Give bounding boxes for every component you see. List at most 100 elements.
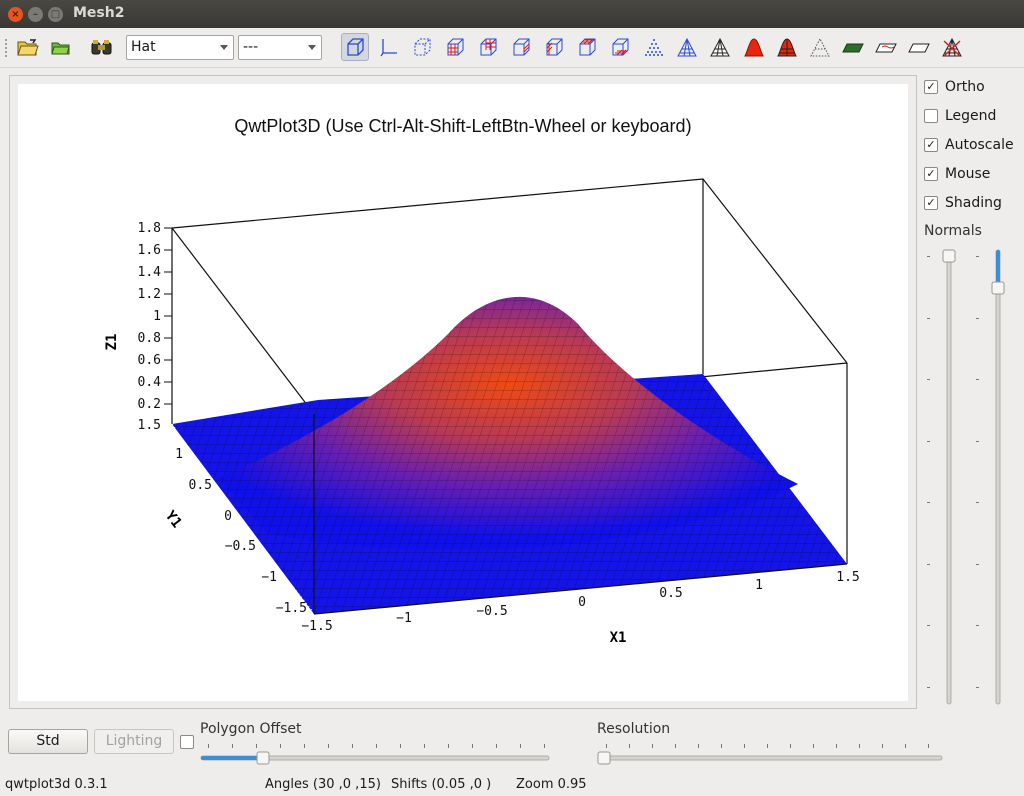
no-axes-button[interactable] bbox=[408, 33, 436, 61]
grid-ceil-icon bbox=[579, 38, 596, 56]
status-version: qwtplot3d 0.3.1 bbox=[5, 777, 108, 792]
z-axis-label: Z1 bbox=[104, 334, 120, 351]
y-axis-ticks: −1.5 −1 −0.5 0 0.5 1 bbox=[175, 447, 307, 616]
coordinate-combo[interactable]: --- bbox=[238, 35, 322, 60]
box-icon bbox=[347, 38, 364, 56]
y-tick-label: −1 bbox=[261, 570, 277, 585]
plot-title: QwtPlot3D (Use Ctrl-Alt-Shift-LeftBtn-Wh… bbox=[234, 116, 691, 136]
grid-back-button[interactable] bbox=[474, 33, 502, 61]
z-tick-label: 1.6 bbox=[138, 243, 161, 258]
normals-label: Normals bbox=[924, 223, 982, 239]
open-mesh-button[interactable] bbox=[47, 33, 75, 61]
z-tick-label: 1.4 bbox=[138, 265, 162, 280]
title-bar: × – □ Mesh2 bbox=[0, 0, 1024, 28]
normals-quality-handle bbox=[991, 281, 1005, 295]
normals-sliders[interactable] bbox=[922, 242, 1022, 712]
front-frame bbox=[313, 414, 848, 615]
x-tick-label: −1.5 bbox=[301, 619, 332, 634]
status-shifts: Shifts (0.05 ,0 ) bbox=[391, 777, 492, 792]
chevron-down-icon bbox=[220, 45, 228, 50]
hat-surface bbox=[171, 296, 847, 615]
window-minimize-button[interactable]: – bbox=[28, 7, 43, 22]
window-close-button[interactable]: × bbox=[8, 7, 23, 22]
x-tick-label: 1.5 bbox=[836, 570, 859, 585]
z-tick-label: 0.2 bbox=[138, 397, 161, 412]
normals-length-slider[interactable] bbox=[942, 249, 956, 705]
hidden-line-button[interactable] bbox=[706, 33, 734, 61]
floor-empty-button[interactable] bbox=[905, 33, 933, 61]
frame-axes-button[interactable] bbox=[375, 33, 403, 61]
normals-quality-slider[interactable] bbox=[991, 249, 1005, 705]
grid-right-icon bbox=[513, 38, 530, 56]
resolution-label: Resolution bbox=[597, 721, 671, 737]
grid-floor-icon bbox=[612, 38, 629, 56]
legend-checkbox[interactable]: Legend bbox=[924, 106, 996, 126]
autoscale-checkbox[interactable]: ✓ Autoscale bbox=[924, 135, 1014, 155]
y-tick-label: 1 bbox=[175, 447, 183, 462]
dump-image-button[interactable] bbox=[88, 33, 116, 61]
normals-length-handle bbox=[942, 249, 956, 263]
x-tick-label: −0.5 bbox=[476, 604, 507, 619]
shading-check-box[interactable]: ✓ bbox=[924, 196, 938, 210]
normals-length-ticks bbox=[927, 256, 979, 688]
window-maximize-button[interactable]: □ bbox=[48, 7, 63, 22]
grid-right-button[interactable] bbox=[507, 33, 535, 61]
ortho-checkbox[interactable]: ✓ Ortho bbox=[924, 77, 985, 97]
wireframe-button[interactable] bbox=[673, 33, 701, 61]
x-axis-ticks: −1.5 −1 −0.5 0 0.5 1 1.5 bbox=[301, 570, 859, 634]
grid-floor-button[interactable] bbox=[606, 33, 634, 61]
x-tick-label: −1 bbox=[396, 611, 412, 626]
floor-isolines-button[interactable] bbox=[872, 33, 900, 61]
polygon-offset-checkbox[interactable] bbox=[180, 735, 194, 749]
std-button[interactable]: Std bbox=[8, 729, 88, 754]
polygon-offset-label: Polygon Offset bbox=[200, 721, 302, 737]
open-file-button[interactable] bbox=[14, 33, 42, 61]
wireframe-icon bbox=[677, 37, 697, 57]
z-tick-label: 1.8 bbox=[138, 221, 161, 236]
binoculars-icon bbox=[91, 40, 112, 55]
z-tick-label: 0.4 bbox=[138, 375, 162, 390]
mouse-checkbox[interactable]: ✓ Mouse bbox=[924, 164, 990, 184]
filled-mesh-button[interactable] bbox=[773, 33, 801, 61]
x-axis-label: X1 bbox=[610, 630, 627, 646]
z-tick-label: 1.2 bbox=[138, 287, 161, 302]
normals-button[interactable] bbox=[938, 33, 966, 61]
floor-isolines-icon bbox=[875, 43, 897, 53]
toolbar: Hat --- bbox=[0, 28, 1024, 68]
autoscale-label: Autoscale bbox=[945, 137, 1014, 153]
points-style-button[interactable] bbox=[640, 33, 668, 61]
status-bar: qwtplot3d 0.3.1 Angles (30 ,0 ,15) Shift… bbox=[0, 775, 1024, 796]
ortho-check-box[interactable]: ✓ bbox=[924, 80, 938, 94]
box-frame-button[interactable] bbox=[341, 33, 369, 61]
floor-data-button[interactable] bbox=[839, 33, 867, 61]
toolbar-grip[interactable] bbox=[4, 38, 8, 58]
z-tick-label: 1 bbox=[153, 309, 161, 324]
bottom-panel: Std Lighting Polygon Offset Resolution bbox=[0, 712, 1024, 796]
polygon-offset-slider[interactable] bbox=[196, 742, 556, 772]
x-tick-label: 0 bbox=[578, 595, 586, 610]
autoscale-check-box[interactable]: ✓ bbox=[924, 138, 938, 152]
lighting-button[interactable]: Lighting bbox=[94, 729, 174, 754]
surface-plot[interactable]: QwtPlot3D (Use Ctrl-Alt-Shift-LeftBtn-Wh… bbox=[18, 84, 908, 701]
grid-front-button[interactable] bbox=[441, 33, 469, 61]
coordinate-combo-value: --- bbox=[243, 39, 259, 55]
floor-data-icon bbox=[842, 43, 864, 53]
y-tick-label: −0.5 bbox=[225, 539, 256, 554]
y-tick-label: −1.5 bbox=[276, 601, 307, 616]
legend-check-box[interactable] bbox=[924, 109, 938, 123]
z-axis-ticks: 0.2 0.4 0.6 0.8 1 1.2 1.4 1.6 1.8 1.5 bbox=[138, 221, 172, 433]
mouse-check-box[interactable]: ✓ bbox=[924, 167, 938, 181]
grid-left-button[interactable] bbox=[540, 33, 568, 61]
polygon-offset-handle bbox=[256, 751, 270, 765]
resolution-slider[interactable] bbox=[596, 742, 948, 772]
plot-canvas[interactable]: QwtPlot3D (Use Ctrl-Alt-Shift-LeftBtn-Wh… bbox=[18, 84, 908, 701]
shading-checkbox[interactable]: ✓ Shading bbox=[924, 193, 1002, 213]
resolution-handle bbox=[597, 751, 611, 765]
normals-icon bbox=[942, 37, 962, 57]
ortho-label: Ortho bbox=[945, 79, 985, 95]
floor-empty-icon bbox=[908, 43, 930, 53]
function-combo[interactable]: Hat bbox=[126, 35, 234, 60]
grid-ceil-button[interactable] bbox=[573, 33, 601, 61]
no-data-button[interactable] bbox=[806, 33, 834, 61]
polygon-button[interactable] bbox=[740, 33, 768, 61]
